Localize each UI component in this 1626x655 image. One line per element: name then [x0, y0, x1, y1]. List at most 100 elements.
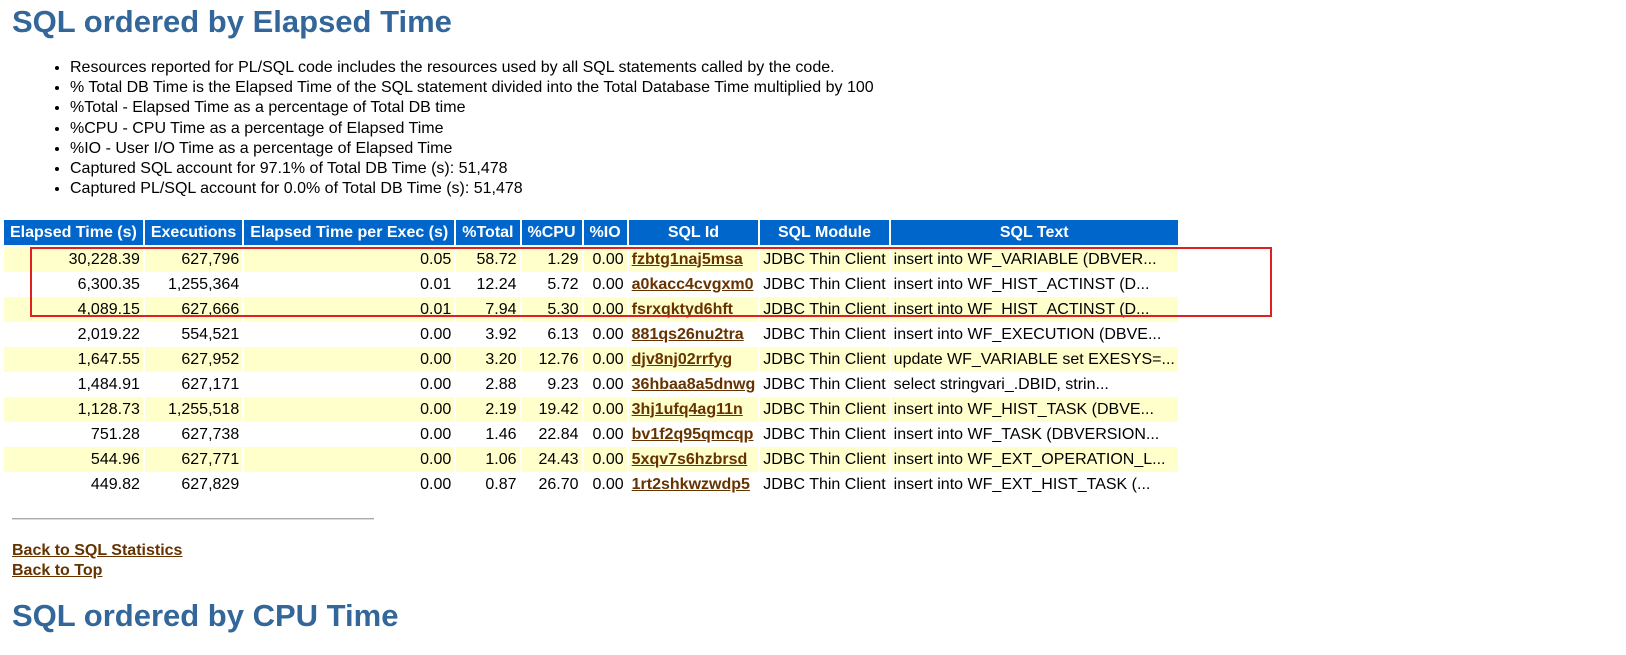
table-row: 6,300.35 1,255,364 0.01 12.24 5.72 0.00 a0kacc…	[4, 272, 1178, 297]
back-links: Back to SQL Statistics Back to Top	[12, 541, 182, 581]
sql-module-cell: JDBC Thin Client	[760, 297, 889, 322]
sql-id-link[interactable]: a0kacc4cvgxm0	[631, 275, 754, 293]
pct-cpu-header: %CPU	[521, 220, 582, 247]
note-item: %CPU - CPU Time as a percentage of Elaps…	[70, 119, 1626, 139]
pct-cpu-cell: 26.70	[521, 472, 582, 497]
executions-cell: 627,738	[144, 422, 243, 447]
pct-total-cell: 7.94	[456, 297, 520, 322]
executions-cell: 627,796	[144, 247, 243, 272]
table-row: 1,647.55 627,952 0.00 3.20 12.76 0.00 djv8nj02…	[4, 347, 1178, 372]
sql-text-cell: insert into WF_EXT_HIST_TASK (...	[890, 472, 1178, 497]
table-body: 30,228.39 627,796 0.05 58.72 1.29 0.00 fzbtg1n…	[4, 247, 1178, 497]
table-row: 544.96 627,771 0.00 1.06 24.43 0.00 5xqv7s6hzb…	[4, 447, 1178, 472]
elapsed-time-cell: 449.82	[4, 472, 143, 497]
sql-id-cell: 881qs26nu2tra	[628, 322, 759, 347]
sql-id-cell: 1rt2shkwzwdp5	[628, 472, 759, 497]
sql-text-cell: insert into WF_VARIABLE (DBVER...	[890, 247, 1178, 272]
note-item: % Total DB Time is the Elapsed Time of t…	[70, 78, 1626, 98]
sql-id-link[interactable]: 36hbaa8a5dnwg	[631, 375, 756, 393]
pct-io-cell: 0.00	[583, 247, 627, 272]
sql-id-cell: fzbtg1naj5msa	[628, 247, 759, 272]
executions-cell: 627,666	[144, 297, 243, 322]
elapsed-time-cell: 1,484.91	[4, 372, 143, 397]
sql-id-cell: 36hbaa8a5dnwg	[628, 372, 759, 397]
pct-total-cell: 58.72	[456, 247, 520, 272]
note-item: Resources reported for PL/SQL code inclu…	[70, 58, 1626, 78]
pct-io-cell: 0.00	[583, 347, 627, 372]
elapsed-per-exec-cell: 0.05	[244, 247, 455, 272]
sql-module-cell: JDBC Thin Client	[760, 322, 889, 347]
pct-io-cell: 0.00	[583, 322, 627, 347]
section-title: SQL ordered by Elapsed Time	[12, 4, 452, 39]
pct-cpu-cell: 5.30	[521, 297, 582, 322]
executions-cell: 627,829	[144, 472, 243, 497]
sql-text-cell: insert into WF_EXECUTION (DBVE...	[890, 322, 1178, 347]
pct-cpu-cell: 6.13	[521, 322, 582, 347]
sql-id-link[interactable]: 3hj1ufq4ag11n	[631, 400, 743, 418]
notes-list: Resources reported for PL/SQL code inclu…	[12, 58, 1626, 199]
sql-elapsed-table: Elapsed Time (s) Executions Elapsed Time p…	[2, 220, 1180, 497]
table-row: 449.82 627,829 0.00 0.87 26.70 0.00 1rt2shkwzw…	[4, 472, 1178, 497]
pct-cpu-cell: 12.76	[521, 347, 582, 372]
pct-io-cell: 0.00	[583, 272, 627, 297]
pct-total-cell: 12.24	[456, 272, 520, 297]
elapsed-time-cell: 1,647.55	[4, 347, 143, 372]
sql-id-cell: bv1f2q95qmcqp	[628, 422, 759, 447]
elapsed-time-cell: 6,300.35	[4, 272, 143, 297]
elapsed-per-exec-cell: 0.01	[244, 272, 455, 297]
elapsed-per-exec-cell: 0.00	[244, 422, 455, 447]
sql-module-cell: JDBC Thin Client	[760, 372, 889, 397]
elapsed-time-cell: 30,228.39	[4, 247, 143, 272]
pct-cpu-cell: 5.72	[521, 272, 582, 297]
sql-module-cell: JDBC Thin Client	[760, 472, 889, 497]
table-row: 4,089.15 627,666 0.01 7.94 5.30 0.00 fsrxqktyd…	[4, 297, 1178, 322]
elapsed-time-cell: 4,089.15	[4, 297, 143, 322]
sql-module-cell: JDBC Thin Client	[760, 247, 889, 272]
table-row: 2,019.22 554,521 0.00 3.92 6.13 0.00 881qs26nu…	[4, 322, 1178, 347]
pct-io-cell: 0.00	[583, 372, 627, 397]
sql-id-cell: djv8nj02rrfyg	[628, 347, 759, 372]
sql-module-cell: JDBC Thin Client	[760, 447, 889, 472]
pct-io-cell: 0.00	[583, 472, 627, 497]
executions-cell: 627,952	[144, 347, 243, 372]
sql-text-cell: insert into WF_HIST_TASK (DBVE...	[890, 397, 1178, 422]
next-section-title: SQL ordered by CPU Time	[12, 598, 399, 633]
note-item: Captured PL/SQL account for 0.0% of Tota…	[70, 179, 1626, 199]
sql-id-cell: fsrxqktyd6hft	[628, 297, 759, 322]
note-item: Captured SQL account for 97.1% of Total …	[70, 159, 1626, 179]
note-item: %IO - User I/O Time as a percentage of E…	[70, 139, 1626, 159]
sql-module-cell: JDBC Thin Client	[760, 347, 889, 372]
executions-cell: 627,171	[144, 372, 243, 397]
elapsed-per-exec-cell: 0.00	[244, 372, 455, 397]
executions-cell: 1,255,364	[144, 272, 243, 297]
pct-io-cell: 0.00	[583, 297, 627, 322]
elapsed-time-cell: 544.96	[4, 447, 143, 472]
pct-io-cell: 0.00	[583, 397, 627, 422]
sql-text-cell: update WF_VARIABLE set EXESYS=...	[890, 347, 1178, 372]
elapsed-per-exec-cell: 0.00	[244, 472, 455, 497]
table-row: 1,128.73 1,255,518 0.00 2.19 19.42 0.00 3hj1uf…	[4, 397, 1178, 422]
elapsed-per-exec-cell: 0.00	[244, 322, 455, 347]
pct-total-cell: 3.92	[456, 322, 520, 347]
pct-total-cell: 1.06	[456, 447, 520, 472]
sql-id-cell: 5xqv7s6hzbrsd	[628, 447, 759, 472]
elapsed-time-header: Elapsed Time (s)	[4, 220, 143, 247]
sql-id-link[interactable]: 1rt2shkwzwdp5	[631, 475, 750, 493]
sql-id-link[interactable]: 881qs26nu2tra	[631, 325, 744, 343]
sql-id-link[interactable]: 5xqv7s6hzbrsd	[631, 450, 748, 468]
sql-id-link[interactable]: djv8nj02rrfyg	[631, 350, 733, 368]
pct-cpu-cell: 9.23	[521, 372, 582, 397]
pct-cpu-cell: 22.84	[521, 422, 582, 447]
executions-cell: 627,771	[144, 447, 243, 472]
back-to-top-link[interactable]: Back to Top	[12, 562, 103, 579]
elapsed-per-exec-cell: 0.01	[244, 297, 455, 322]
pct-io-cell: 0.00	[583, 422, 627, 447]
pct-total-cell: 2.19	[456, 397, 520, 422]
sql-id-link[interactable]: bv1f2q95qmcqp	[631, 425, 754, 443]
sql-id-link[interactable]: fsrxqktyd6hft	[631, 300, 733, 318]
back-to-sql-statistics-link[interactable]: Back to SQL Statistics	[12, 542, 183, 559]
elapsed-time-cell: 751.28	[4, 422, 143, 447]
elapsed-time-cell: 2,019.22	[4, 322, 143, 347]
elapsed-per-exec-cell: 0.00	[244, 397, 455, 422]
sql-id-link[interactable]: fzbtg1naj5msa	[631, 250, 743, 268]
